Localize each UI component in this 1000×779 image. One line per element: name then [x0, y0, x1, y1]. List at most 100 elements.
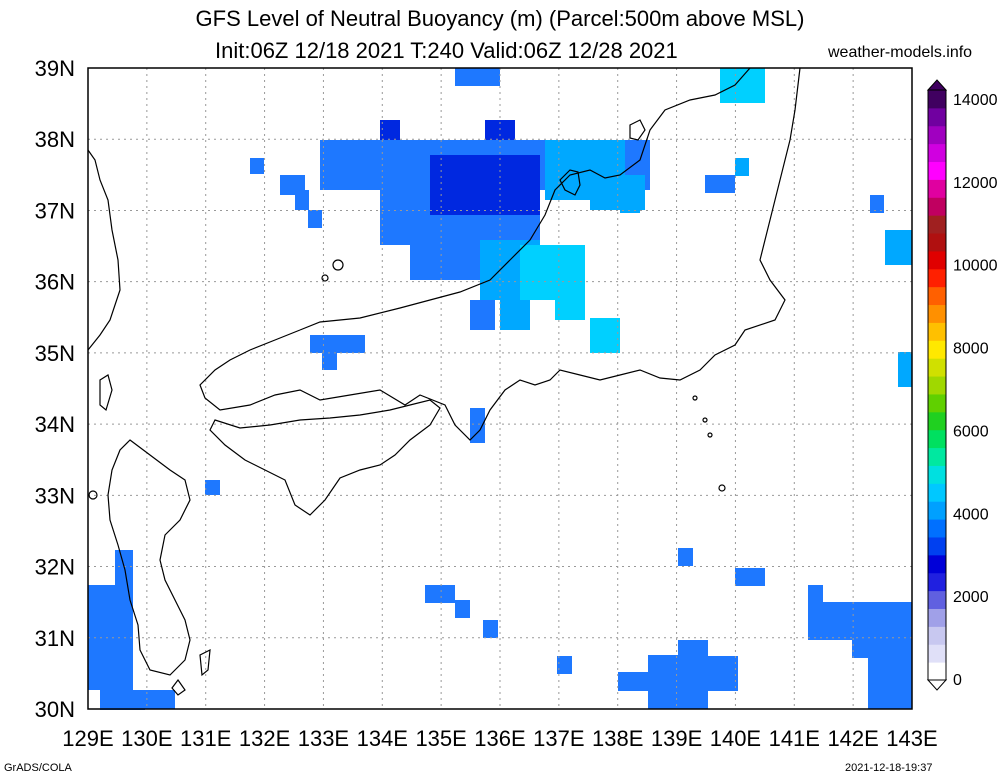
longitude-label: 141E: [769, 726, 820, 751]
field-cell: [735, 158, 749, 176]
title-line-2: Init:06Z 12/18 2021 T:240 Valid:06Z 12/2…: [215, 38, 678, 63]
field-cell: [705, 175, 735, 193]
footer-timestamp: 2021-12-18-19:37: [845, 762, 933, 774]
colorbar-label: 6000: [953, 423, 989, 440]
field-cell: [470, 300, 495, 330]
field-cell: [100, 690, 145, 710]
longitude-label: 139E: [651, 726, 702, 751]
latitude-label: 35N: [35, 341, 75, 366]
colorbar-segment: [928, 554, 946, 574]
site-credit: weather-models.info: [828, 44, 973, 61]
field-cell: [430, 155, 540, 215]
field-cell: [708, 656, 738, 691]
colorbar-segment: [928, 644, 946, 663]
field-cell: [322, 352, 337, 370]
longitude-label: 133E: [298, 726, 349, 751]
colorbar-top-arrow: [926, 79, 948, 91]
field-cell: [590, 318, 620, 353]
colorbar-segment: [928, 286, 946, 306]
colorbar-segment: [928, 608, 946, 627]
longitude-label: 142E: [827, 726, 878, 751]
field-cell: [295, 190, 309, 210]
colorbar-segment: [928, 107, 946, 127]
field-cell: [308, 210, 322, 228]
colorbar-segment: [928, 250, 946, 270]
map-border: [87, 67, 913, 710]
field-cell: [648, 655, 678, 709]
footer-software: GrADS/COLA: [4, 762, 72, 774]
field-cell: [720, 68, 765, 103]
coastlines: [87, 67, 801, 696]
field-cell: [483, 620, 498, 638]
field-cell: [618, 672, 648, 691]
field-cell: [425, 585, 455, 603]
colorbar-segment: [928, 536, 946, 556]
field-cell: [852, 638, 912, 658]
colorbar-segment: [928, 358, 946, 377]
field-cell: [868, 655, 912, 709]
field-cell: [870, 195, 884, 213]
colorbar-label: 8000: [953, 341, 989, 358]
colorbar: 0 2000 4000 6000 8000 10000 12000 14000: [926, 79, 998, 691]
latitude-labels: 39N 38N 37N 36N 35N 34N 33N 32N 31N 30N: [35, 56, 75, 722]
colorbar-segment: [928, 501, 946, 520]
lnb-field: [88, 68, 912, 710]
colorbar-segment: [928, 519, 946, 538]
latitude-label: 39N: [35, 56, 75, 81]
longitude-label: 132E: [239, 726, 290, 751]
colorbar-segment: [928, 393, 946, 413]
field-cell: [678, 640, 708, 709]
latitude-label: 32N: [35, 555, 75, 580]
colorbar-segment: [928, 626, 946, 645]
longitude-label: 131E: [180, 726, 231, 751]
colorbar-label: 10000: [953, 258, 998, 275]
colorbar-segment: [928, 662, 946, 681]
colorbar-segment: [928, 197, 946, 216]
colorbar-bottom-arrow: [926, 679, 948, 691]
colorbar-segment: [928, 304, 946, 323]
field-cell: [555, 300, 585, 320]
colorbar-label: 4000: [953, 506, 989, 523]
latitude-label: 34N: [35, 412, 75, 437]
longitude-label: 135E: [415, 726, 466, 751]
latitude-label: 30N: [35, 697, 75, 722]
field-cell: [678, 548, 693, 566]
latitude-label: 33N: [35, 483, 75, 508]
longitude-label: 143E: [886, 726, 937, 751]
field-cell: [470, 408, 485, 443]
colorbar-segment: [928, 411, 946, 431]
longitude-label: 134E: [357, 726, 408, 751]
field-cell: [808, 585, 823, 640]
field-cell: [735, 568, 765, 586]
colorbar-segment: [928, 179, 946, 198]
field-cell: [520, 245, 585, 300]
field-cell: [898, 352, 912, 387]
latitude-label: 38N: [35, 127, 75, 152]
field-cell: [88, 585, 133, 645]
field-cell: [250, 158, 264, 174]
longitude-label: 137E: [533, 726, 584, 751]
colorbar-segment: [928, 447, 946, 466]
field-cell: [310, 335, 365, 353]
longitude-label: 138E: [592, 726, 643, 751]
field-cell: [88, 640, 133, 690]
field-cell: [205, 480, 220, 495]
colorbar-segment: [928, 340, 946, 359]
colorbar-segment: [928, 125, 946, 145]
colorbar-segment: [928, 572, 946, 592]
longitude-label: 136E: [474, 726, 525, 751]
title-line-1: GFS Level of Neutral Buoyancy (m) (Parce…: [195, 6, 805, 31]
latitude-label: 37N: [35, 198, 75, 223]
field-cell: [822, 602, 912, 640]
latitude-label: 36N: [35, 270, 75, 295]
colorbar-label: 14000: [953, 92, 998, 109]
latitude-label: 31N: [35, 626, 75, 651]
colorbar-label: 0: [953, 672, 962, 689]
colorbar-label: 2000: [953, 589, 989, 606]
field-cell: [145, 690, 175, 709]
colorbar-segment: [928, 161, 946, 180]
colorbar-segment: [928, 322, 946, 341]
field-cell: [380, 120, 400, 140]
colorbar-segment: [928, 215, 946, 234]
longitude-label: 140E: [710, 726, 761, 751]
